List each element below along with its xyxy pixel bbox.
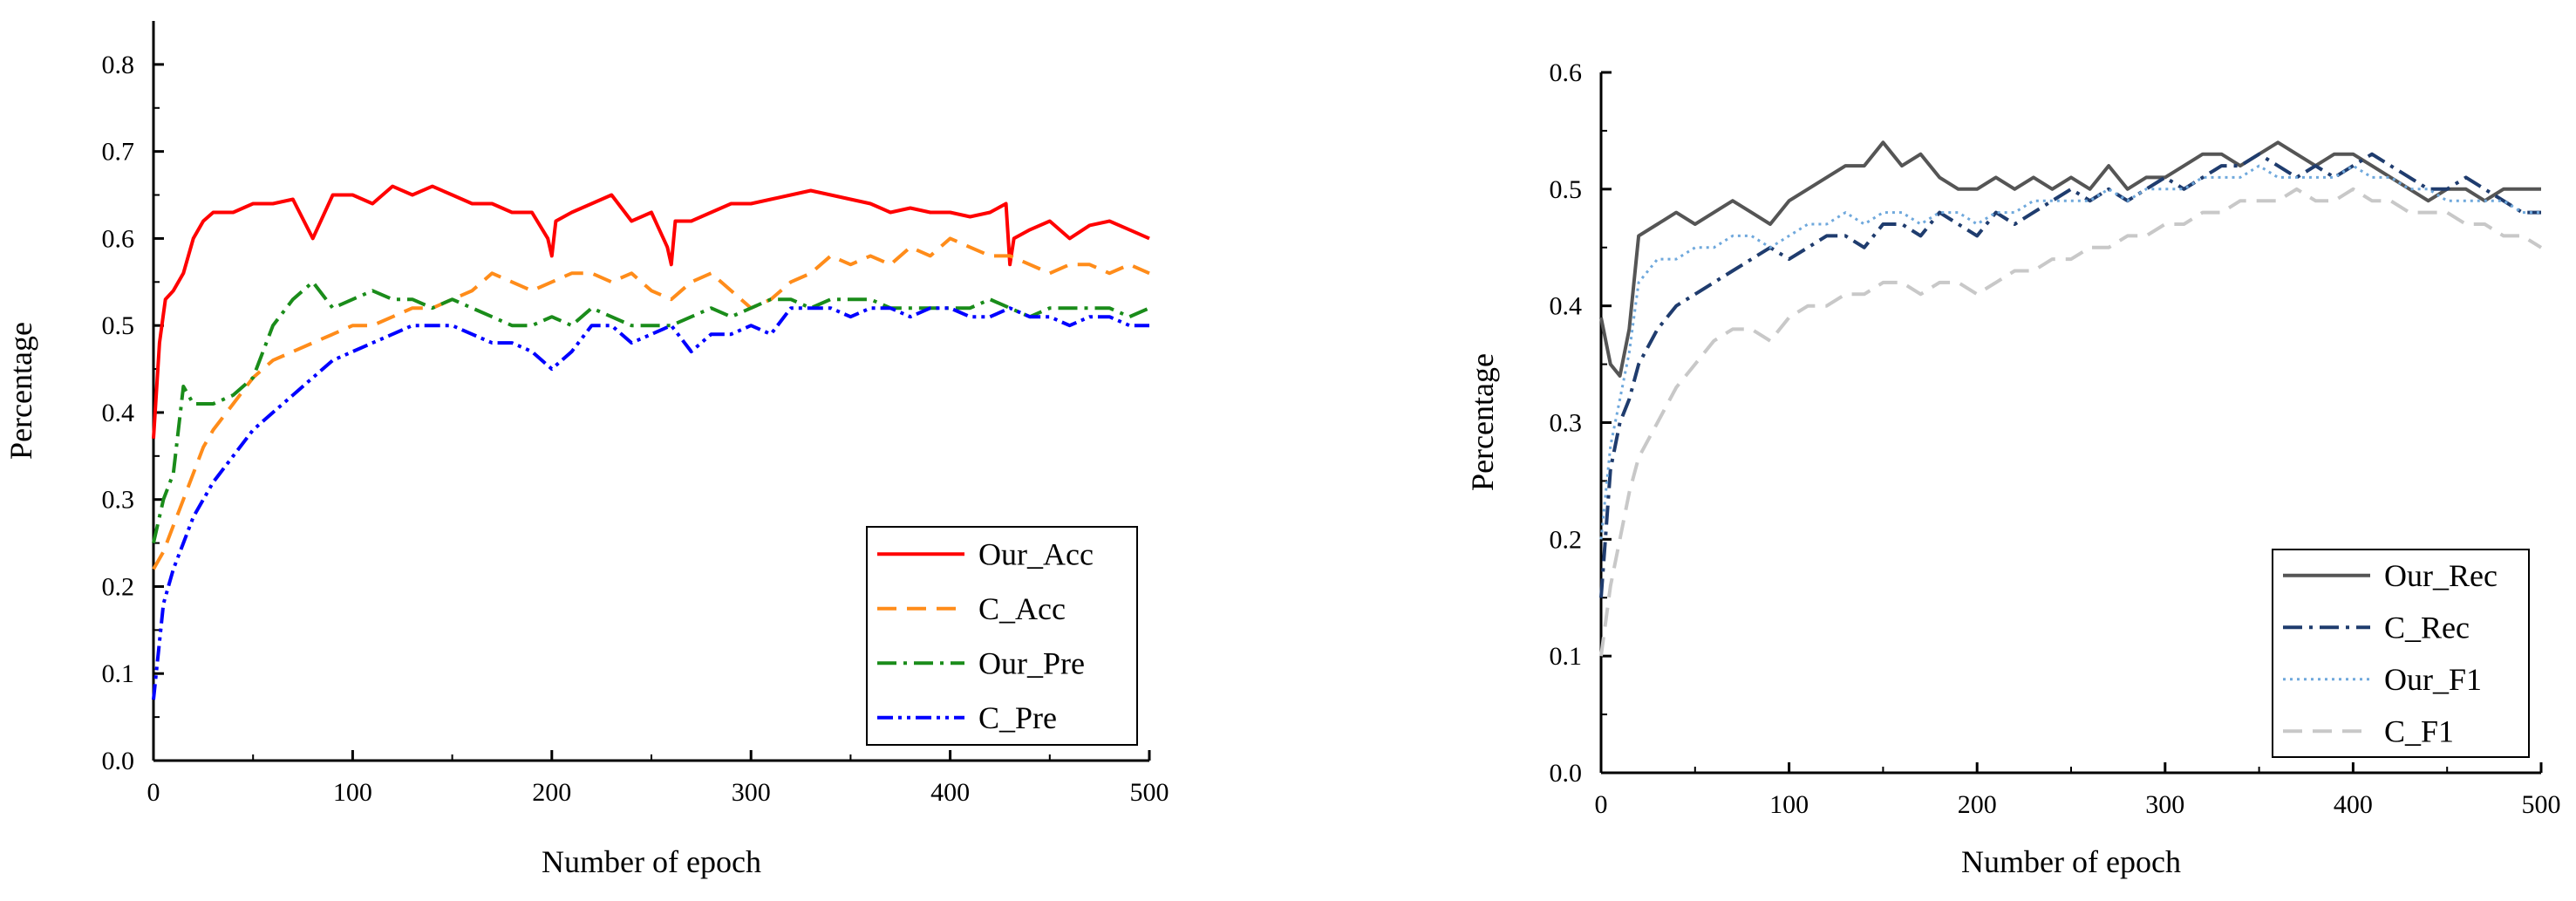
x-tick-label: 100	[333, 778, 372, 807]
y-tick-label: 0.5	[1550, 175, 1583, 204]
legend-label-our-pre: Our_Pre	[978, 645, 1085, 680]
x-axis-label: Number of epoch	[542, 844, 761, 879]
legend-box	[866, 526, 1138, 746]
legend-box	[2272, 549, 2530, 758]
legend-label-c-pre: C_Pre	[978, 700, 1057, 735]
chart-right-panel: 0.0 0.1 0.2 0.3 0.4 0.5 0.6 0 100 200 300 400 500 Num…	[1465, 58, 2561, 879]
legend-label-c-acc: C_Acc	[978, 591, 1066, 626]
y-tick-label: 0.4	[102, 399, 135, 427]
legend-label-c-rec: C_Rec	[2384, 610, 2470, 645]
x-tick-label: 0	[1595, 790, 1608, 819]
legend-label-our-rec: Our_Rec	[2384, 558, 2498, 593]
legend-label-c-f1: C_F1	[2384, 713, 2454, 748]
legend: Our_Acc C_Acc Our_Pre C_Pre	[866, 526, 1138, 746]
y-tick-label: 0.6	[102, 224, 135, 253]
x-axis-label: Number of epoch	[1961, 844, 2181, 879]
y-tick-label: 0.7	[102, 138, 135, 167]
y-tick-label: 0.1	[1550, 642, 1583, 671]
x-tick-label: 400	[2334, 790, 2373, 819]
x-tick-label: 500	[1130, 778, 1169, 807]
x-tick-label: 400	[930, 778, 970, 807]
series-line-our-pre	[152, 280, 1150, 544]
series-line-c-pre	[152, 306, 1149, 700]
y-tick-label: 0.4	[1550, 292, 1583, 321]
series-line-our-acc	[152, 184, 1150, 440]
x-tick-label: 500	[2522, 790, 2561, 819]
y-tick-label: 0.2	[1550, 525, 1583, 554]
series-line-c-acc	[152, 236, 1150, 570]
series-line-c-rec	[1599, 152, 2541, 598]
chart-left-panel: 0.0 0.1 0.2 0.3 0.4 0.5 0.6 0.7 0.8 0 100 200 300 400…	[3, 21, 1169, 879]
legend: Our_Rec C_Rec Our_F1 C_F1	[2272, 549, 2530, 758]
y-tick-label: 0.3	[102, 486, 135, 515]
series-line-c-f1	[1599, 187, 2543, 657]
series-line-our-f1	[1599, 164, 2541, 540]
y-tick-label: 0.1	[102, 659, 135, 688]
x-tick-label: 300	[732, 778, 771, 807]
y-axis-label: Percentage	[3, 322, 38, 460]
y-axis-label: Percentage	[1465, 353, 1500, 491]
series-line-our-rec	[1599, 140, 2541, 378]
y-tick-label: 0.6	[1550, 58, 1583, 87]
y-tick-label: 0.8	[102, 51, 135, 79]
y-tick-label: 0.3	[1550, 409, 1583, 438]
x-tick-label: 0	[147, 778, 160, 807]
legend-label-our-f1: Our_F1	[2384, 662, 2482, 697]
y-tick-label: 0.5	[102, 311, 135, 340]
y-tick-label: 0.0	[1550, 759, 1583, 788]
x-tick-label: 300	[2145, 790, 2184, 819]
y-tick-label: 0.0	[102, 747, 135, 775]
y-tick-label: 0.2	[102, 572, 135, 601]
legend-label-our-acc: Our_Acc	[978, 536, 1094, 571]
x-tick-label: 200	[532, 778, 571, 807]
x-tick-label: 200	[1958, 790, 1997, 819]
x-tick-label: 100	[1769, 790, 1809, 819]
